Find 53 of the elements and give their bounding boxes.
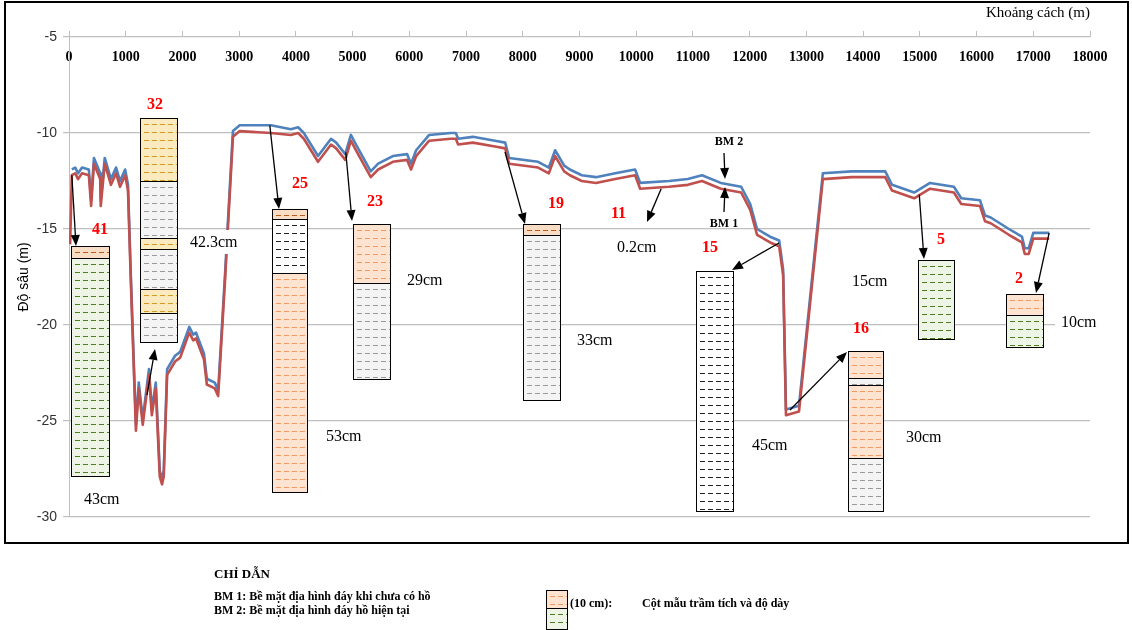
annotation: 15cm — [846, 269, 894, 293]
annotation: 19 — [548, 194, 564, 211]
x-tick-label: 1000 — [111, 49, 140, 65]
x-tick-label: 10000 — [618, 49, 654, 65]
annotation: 11 — [611, 204, 627, 221]
text: CHỈ DẪN — [214, 566, 270, 581]
annotation: 23 — [367, 192, 383, 209]
x-tick-label: 13000 — [788, 49, 824, 65]
x-tick-label: 5000 — [338, 49, 367, 65]
x-tick-label: 15000 — [902, 49, 938, 65]
y-axis-title: Độ sâu (m) — [15, 242, 32, 312]
annotation: 32 — [147, 95, 163, 112]
x-tick-label: 16000 — [959, 49, 995, 65]
series-label: BM 1 — [709, 216, 739, 231]
annotation: 33cm — [571, 328, 619, 352]
annotation: 42.3cm — [184, 230, 244, 254]
y-tick-label: -20 — [36, 315, 58, 332]
annotation: 43cm — [78, 487, 126, 511]
annotation: 45cm — [746, 433, 794, 457]
y-tick-label: -25 — [36, 411, 58, 428]
annotation: 30cm — [900, 425, 948, 449]
text: BM 2 — [714, 134, 744, 149]
x-tick-label: 2000 — [168, 49, 197, 65]
x-tick-label: 7000 — [452, 49, 481, 65]
x-tick-label: 18000 — [1072, 49, 1108, 65]
x-tick-label: 8000 — [508, 49, 537, 65]
x-tick-label: 11000 — [675, 49, 711, 65]
x-axis-title: Khoảng cách (m) — [985, 3, 1090, 21]
y-tick-label: -15 — [36, 219, 58, 236]
x-tick-label: 4000 — [281, 49, 310, 65]
x-tick-label: 17000 — [1015, 49, 1051, 65]
text: Cột mẫu trầm tích và độ dày — [642, 596, 790, 610]
x-tick-label: 9000 — [565, 49, 594, 65]
annotation: 10cm — [1055, 310, 1103, 334]
x-tick-label: 12000 — [732, 49, 768, 65]
x-tick-label: 6000 — [395, 49, 424, 65]
x-tick-label: 3000 — [225, 49, 254, 65]
text: BM 1: Bề mặt địa hình đáy khi chưa có hồ — [214, 589, 431, 603]
annotation: 29cm — [401, 268, 449, 292]
annotation: 0.2cm — [611, 235, 663, 259]
y-tick-label: -5 — [44, 27, 58, 44]
text: (10 cm): — [570, 596, 613, 610]
annotation: 5 — [937, 230, 945, 247]
annotation: 53cm — [320, 424, 368, 448]
text: BM 2: Bề mặt địa hình đáy hồ hiện tại — [214, 603, 410, 617]
annotation: 25 — [292, 174, 308, 191]
annotation: 16 — [853, 319, 869, 336]
y-tick-label: -10 — [36, 123, 58, 140]
annotation: 15 — [702, 238, 718, 255]
annotation: 41 — [92, 220, 108, 237]
y-tick-label: -30 — [36, 507, 58, 524]
x-tick-label: 14000 — [845, 49, 881, 65]
annotation: 2 — [1015, 269, 1023, 286]
